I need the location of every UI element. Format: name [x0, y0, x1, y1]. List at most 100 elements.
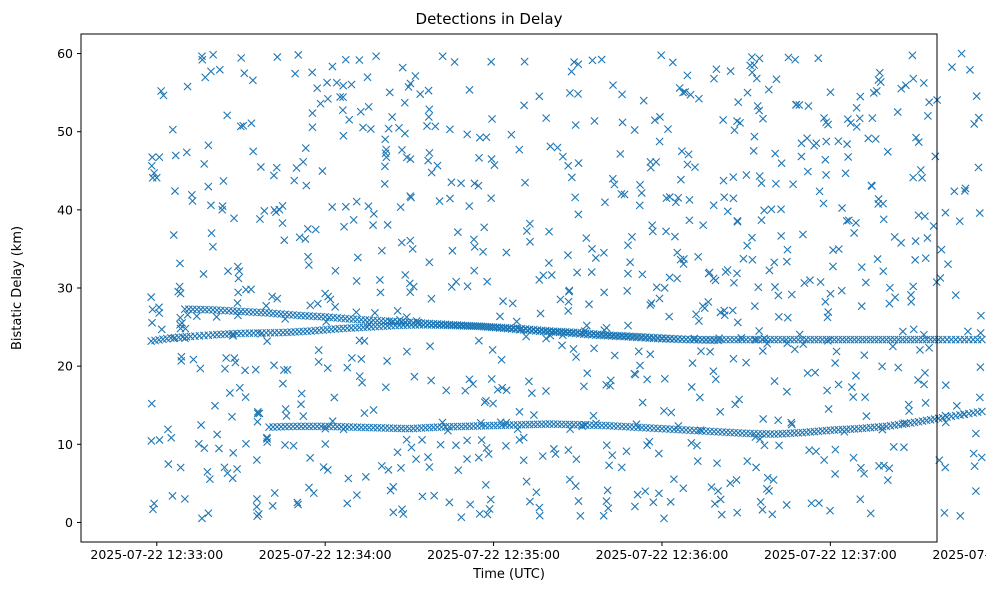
data-point [194, 439, 203, 448]
data-point [558, 331, 567, 340]
data-point [529, 420, 538, 429]
data-point [155, 435, 164, 444]
data-point [774, 291, 783, 300]
data-point [572, 455, 581, 464]
data-point [750, 132, 759, 141]
data-point [399, 510, 408, 518]
data-point [372, 52, 381, 61]
data-point [280, 236, 289, 245]
data-point [902, 335, 911, 344]
data-point [287, 328, 296, 337]
data-point [364, 320, 373, 328]
data-point [621, 422, 630, 431]
data-point [488, 345, 497, 354]
data-point [883, 147, 892, 156]
data-point [535, 503, 544, 512]
data-point [311, 225, 320, 234]
data-point [402, 313, 411, 322]
data-point [252, 502, 261, 511]
data-point [542, 334, 551, 343]
data-point [864, 134, 873, 143]
data-point [490, 161, 499, 170]
data-point [357, 315, 366, 324]
data-point [679, 484, 688, 493]
x-tick-label: 2025-07-22 12:34:00 [259, 547, 392, 562]
data-point [469, 235, 478, 244]
data-point [386, 486, 395, 495]
data-point [263, 337, 272, 346]
data-point [834, 335, 843, 344]
data-point [685, 216, 694, 225]
data-point [482, 133, 491, 142]
data-point [641, 423, 650, 432]
data-point [427, 294, 436, 303]
data-point [941, 463, 950, 472]
data-point [347, 323, 356, 332]
data-point [476, 418, 485, 427]
data-point [914, 138, 923, 147]
data-point [343, 363, 352, 372]
data-point [722, 335, 731, 344]
data-point [206, 201, 215, 210]
data-point [364, 102, 373, 111]
data-point [292, 164, 301, 173]
data-point [525, 420, 534, 429]
data-point [401, 424, 410, 433]
data-point [921, 398, 930, 407]
data-point [233, 299, 242, 308]
data-point [470, 242, 479, 251]
data-point [952, 401, 961, 410]
data-point [787, 418, 796, 427]
data-point [381, 383, 390, 392]
data-point [834, 245, 843, 254]
data-point [747, 53, 756, 62]
data-point [830, 335, 839, 344]
data-point [590, 344, 599, 353]
data-point [230, 354, 239, 363]
data-point [770, 377, 779, 386]
data-point [729, 194, 738, 203]
data-point [282, 411, 291, 420]
data-point [905, 407, 914, 415]
data-point [363, 73, 372, 82]
data-point [253, 308, 261, 317]
data-point [204, 141, 213, 150]
data-point [777, 231, 786, 240]
data-point [812, 139, 821, 148]
data-point [894, 335, 903, 344]
data-point [963, 327, 972, 336]
data-point [170, 187, 179, 196]
data-point [613, 422, 622, 431]
data-point [301, 234, 310, 243]
data-point [520, 57, 529, 66]
plot-frame [80, 33, 938, 543]
data-point [655, 294, 664, 303]
data-point [923, 234, 932, 243]
data-point [684, 150, 693, 159]
data-point [281, 314, 290, 323]
data-point [923, 111, 932, 120]
data-point [474, 453, 483, 462]
data-point [224, 267, 233, 276]
data-point [674, 334, 682, 343]
data-point [474, 336, 483, 345]
data-point [856, 495, 865, 504]
data-point [465, 85, 474, 94]
data-point [551, 450, 560, 458]
data-point [885, 464, 894, 473]
data-point [777, 205, 786, 214]
data-point [571, 193, 580, 202]
data-point [950, 187, 959, 196]
data-point [208, 330, 217, 339]
data-point [824, 120, 833, 129]
data-point [445, 125, 454, 134]
data-point [201, 73, 210, 82]
data-point [803, 167, 812, 176]
data-point [425, 423, 434, 432]
data-point [305, 312, 314, 321]
data-point [826, 335, 835, 344]
y-axis: 0 10 20 30 40 50 60 [57, 46, 81, 530]
data-point [533, 420, 542, 429]
data-point [343, 324, 352, 333]
data-point [742, 429, 751, 438]
